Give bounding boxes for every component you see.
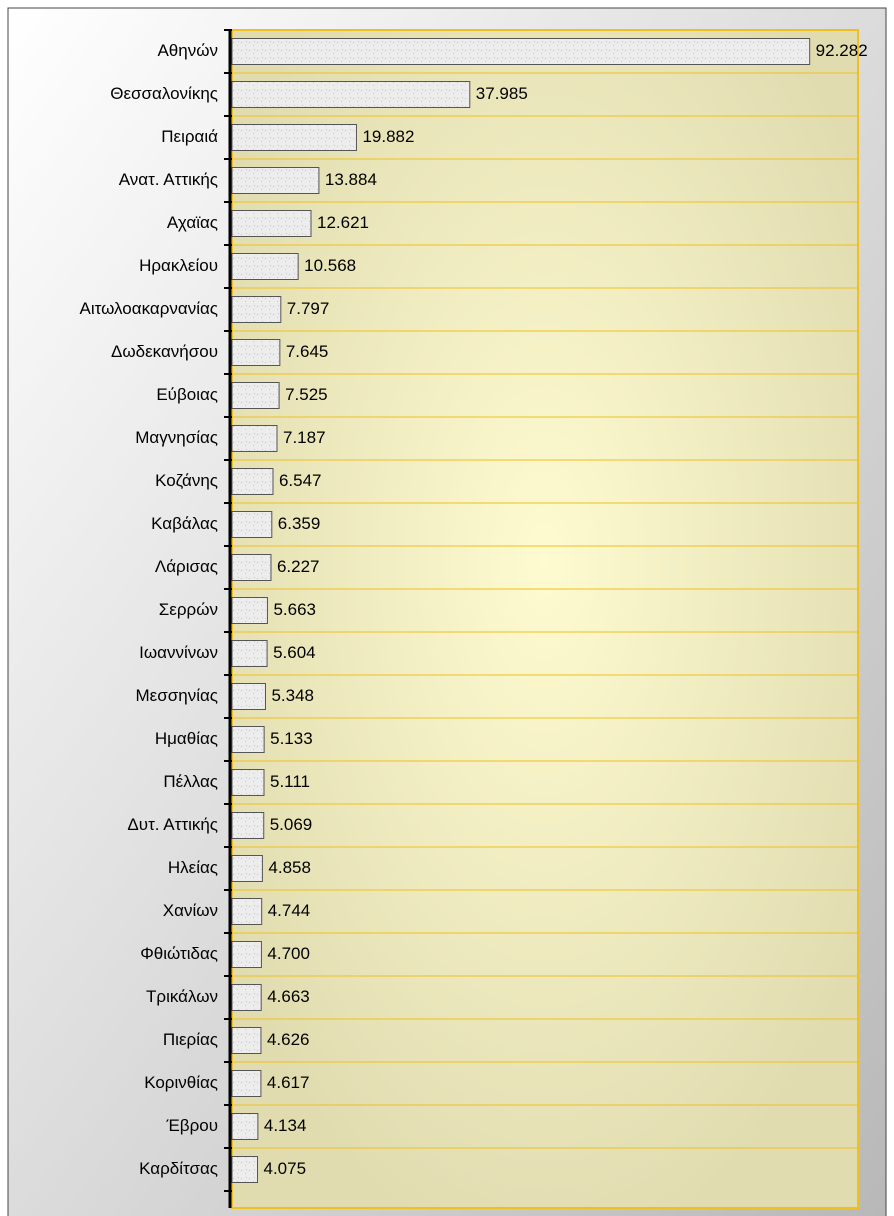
bar <box>231 38 811 65</box>
value-label: 4.858 <box>268 858 311 877</box>
bar <box>231 1113 259 1140</box>
plot-area <box>231 29 859 1209</box>
value-label: 7.797 <box>287 299 330 318</box>
y-tick-label: Πειραιά <box>161 127 218 146</box>
value-label: 4.075 <box>264 1159 307 1178</box>
bar <box>231 339 281 366</box>
y-tick-label: Σερρών <box>159 600 218 619</box>
bar <box>231 210 312 237</box>
y-tick-label: Δυτ. Αττικής <box>127 815 218 834</box>
y-tick-label: Θεσσαλονίκης <box>110 84 218 103</box>
y-tick-label: Μεσσηνίας <box>136 686 218 705</box>
y-tick-label: Πέλλας <box>163 772 218 791</box>
bar <box>231 640 268 667</box>
y-tick-label: Ημαθίας <box>155 729 218 748</box>
y-tick-label: Ανατ. Αττικής <box>119 170 218 189</box>
bar <box>231 124 357 151</box>
bar <box>231 597 268 624</box>
bar <box>231 898 263 925</box>
bar <box>231 425 278 452</box>
value-label: 5.348 <box>271 686 314 705</box>
y-tick-label: Χανίων <box>163 901 218 920</box>
value-label: 4.744 <box>268 901 311 920</box>
value-label: 5.663 <box>273 600 316 619</box>
value-label: 92.282 <box>816 41 868 60</box>
y-tick-label: Μαγνησίας <box>135 428 218 447</box>
value-label: 6.359 <box>278 514 321 533</box>
y-tick-label: Ιωαννίνων <box>139 643 218 662</box>
bar <box>231 253 299 280</box>
y-tick-label: Λάρισας <box>155 557 218 576</box>
y-tick-label: Κορινθίας <box>144 1073 218 1092</box>
value-label: 12.621 <box>317 213 369 232</box>
bar <box>231 1027 262 1054</box>
bar <box>231 1156 259 1183</box>
bar <box>231 296 282 323</box>
y-tick-label: Αιτωλοακαρνανίας <box>80 299 218 318</box>
y-tick-label: Ηρακλείου <box>139 256 218 275</box>
value-label: 5.133 <box>270 729 313 748</box>
value-label: 5.604 <box>273 643 316 662</box>
value-label: 7.187 <box>283 428 326 447</box>
bar <box>231 511 273 538</box>
value-label: 5.069 <box>270 815 313 834</box>
value-label: 5.111 <box>270 772 310 791</box>
value-label: 7.645 <box>286 342 329 361</box>
value-label: 7.525 <box>285 385 328 404</box>
value-label: 4.663 <box>267 987 310 1006</box>
bar <box>231 382 280 409</box>
bar <box>231 468 274 495</box>
y-tick-label: Αχαϊας <box>167 213 218 232</box>
y-tick-label: Φθιώτιδας <box>140 944 218 963</box>
bar <box>231 1070 262 1097</box>
value-label: 13.884 <box>325 170 377 189</box>
value-label: 4.617 <box>267 1073 310 1092</box>
y-tick-label: Καρδίτσας <box>139 1159 218 1178</box>
bar <box>231 769 265 796</box>
y-tick-label: Έβρου <box>165 1116 218 1135</box>
bar <box>231 726 265 753</box>
value-label: 19.882 <box>362 127 414 146</box>
bar <box>231 683 266 710</box>
bar <box>231 554 272 581</box>
y-tick-label: Τρικάλων <box>146 987 218 1006</box>
y-tick-label: Αθηνών <box>157 41 218 60</box>
value-label: 37.985 <box>476 84 528 103</box>
value-label: 4.134 <box>264 1116 307 1135</box>
y-tick-label: Δωδεκανήσου <box>111 342 218 361</box>
bar <box>231 984 262 1011</box>
value-label: 4.700 <box>267 944 310 963</box>
bar <box>231 855 263 882</box>
y-tick-label: Ηλείας <box>168 858 218 877</box>
y-tick-label: Καβάλας <box>151 514 218 533</box>
value-label: 6.547 <box>279 471 322 490</box>
value-label: 4.626 <box>267 1030 310 1049</box>
value-label: 10.568 <box>304 256 356 275</box>
y-tick-label: Εύβοιας <box>156 385 218 404</box>
value-label: 6.227 <box>277 557 320 576</box>
bar <box>231 941 262 968</box>
bar <box>231 81 471 108</box>
bar <box>231 812 265 839</box>
y-tick-label: Πιερίας <box>163 1030 218 1049</box>
bar <box>231 167 320 194</box>
y-tick-label: Κοζάνης <box>155 471 218 490</box>
